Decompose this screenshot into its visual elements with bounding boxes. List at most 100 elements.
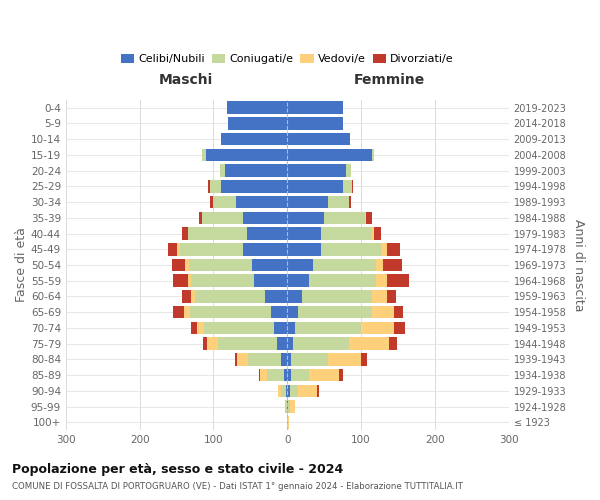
- Bar: [190, 306, 271, 318]
- Bar: [366, 212, 372, 224]
- Bar: [191, 274, 254, 287]
- Bar: [204, 322, 274, 334]
- Bar: [320, 228, 372, 240]
- Bar: [287, 212, 324, 224]
- Bar: [389, 338, 397, 350]
- Bar: [191, 290, 195, 303]
- Bar: [287, 102, 343, 114]
- Bar: [287, 274, 310, 287]
- Bar: [228, 117, 287, 130]
- Bar: [252, 258, 287, 272]
- Bar: [302, 290, 372, 303]
- Bar: [287, 338, 293, 350]
- Bar: [352, 180, 353, 192]
- Bar: [188, 274, 191, 287]
- Bar: [227, 102, 287, 114]
- Bar: [339, 369, 343, 382]
- Bar: [172, 258, 185, 272]
- Bar: [372, 306, 394, 318]
- Bar: [185, 258, 189, 272]
- Bar: [274, 322, 287, 334]
- Bar: [243, 243, 287, 256]
- Bar: [287, 196, 328, 208]
- Bar: [287, 353, 291, 366]
- Bar: [287, 133, 350, 145]
- Bar: [290, 384, 298, 397]
- Y-axis label: Anni di nascita: Anni di nascita: [572, 219, 585, 312]
- Bar: [298, 384, 317, 397]
- Bar: [328, 353, 361, 366]
- Text: Femmine: Femmine: [353, 72, 425, 86]
- Bar: [188, 228, 247, 240]
- Bar: [287, 369, 291, 382]
- Bar: [260, 369, 268, 382]
- Bar: [287, 180, 343, 192]
- Bar: [317, 384, 319, 397]
- Bar: [320, 243, 381, 256]
- Bar: [387, 274, 409, 287]
- Bar: [224, 164, 287, 177]
- Bar: [287, 322, 295, 334]
- Bar: [168, 243, 176, 256]
- Text: Popolazione per età, sesso e stato civile - 2024: Popolazione per età, sesso e stato civil…: [12, 462, 343, 475]
- Bar: [286, 384, 287, 397]
- Bar: [287, 384, 290, 397]
- Bar: [182, 290, 191, 303]
- Bar: [247, 228, 287, 240]
- Bar: [287, 243, 320, 256]
- Bar: [284, 369, 287, 382]
- Bar: [278, 384, 281, 397]
- Bar: [287, 258, 313, 272]
- Bar: [287, 148, 372, 161]
- Bar: [287, 400, 288, 413]
- Bar: [191, 322, 197, 334]
- Bar: [343, 180, 352, 192]
- Bar: [210, 180, 221, 192]
- Text: COMUNE DI FOSSALTA DI PORTOGRUARO (VE) - Dati ISTAT 1° gennaio 2024 - Elaborazio: COMUNE DI FOSSALTA DI PORTOGRUARO (VE) -…: [12, 482, 463, 491]
- Bar: [290, 400, 295, 413]
- Bar: [243, 212, 287, 224]
- Bar: [310, 369, 339, 382]
- Bar: [374, 228, 381, 240]
- Bar: [182, 228, 188, 240]
- Bar: [202, 212, 243, 224]
- Bar: [372, 290, 387, 303]
- Bar: [346, 164, 351, 177]
- Bar: [281, 384, 286, 397]
- Bar: [295, 322, 361, 334]
- Bar: [220, 164, 224, 177]
- Bar: [313, 258, 376, 272]
- Bar: [310, 274, 376, 287]
- Bar: [235, 353, 237, 366]
- Bar: [176, 243, 180, 256]
- Bar: [173, 306, 184, 318]
- Bar: [372, 148, 374, 161]
- Bar: [236, 196, 287, 208]
- Bar: [394, 322, 406, 334]
- Bar: [287, 306, 298, 318]
- Bar: [214, 196, 236, 208]
- Bar: [277, 338, 287, 350]
- Bar: [376, 258, 383, 272]
- Bar: [254, 274, 287, 287]
- Bar: [394, 306, 403, 318]
- Bar: [287, 228, 320, 240]
- Bar: [207, 338, 218, 350]
- Bar: [248, 353, 281, 366]
- Bar: [291, 369, 310, 382]
- Bar: [387, 243, 400, 256]
- Legend: Celibi/Nubili, Coniugati/e, Vedovi/e, Divorziati/e: Celibi/Nubili, Coniugati/e, Vedovi/e, Di…: [116, 50, 458, 68]
- Bar: [376, 274, 387, 287]
- Bar: [210, 196, 214, 208]
- Bar: [206, 148, 287, 161]
- Bar: [285, 400, 287, 413]
- Bar: [287, 416, 289, 428]
- Bar: [287, 164, 346, 177]
- Bar: [197, 322, 204, 334]
- Bar: [208, 180, 210, 192]
- Bar: [349, 196, 351, 208]
- Bar: [287, 290, 302, 303]
- Bar: [387, 290, 396, 303]
- Bar: [221, 180, 287, 192]
- Bar: [195, 290, 265, 303]
